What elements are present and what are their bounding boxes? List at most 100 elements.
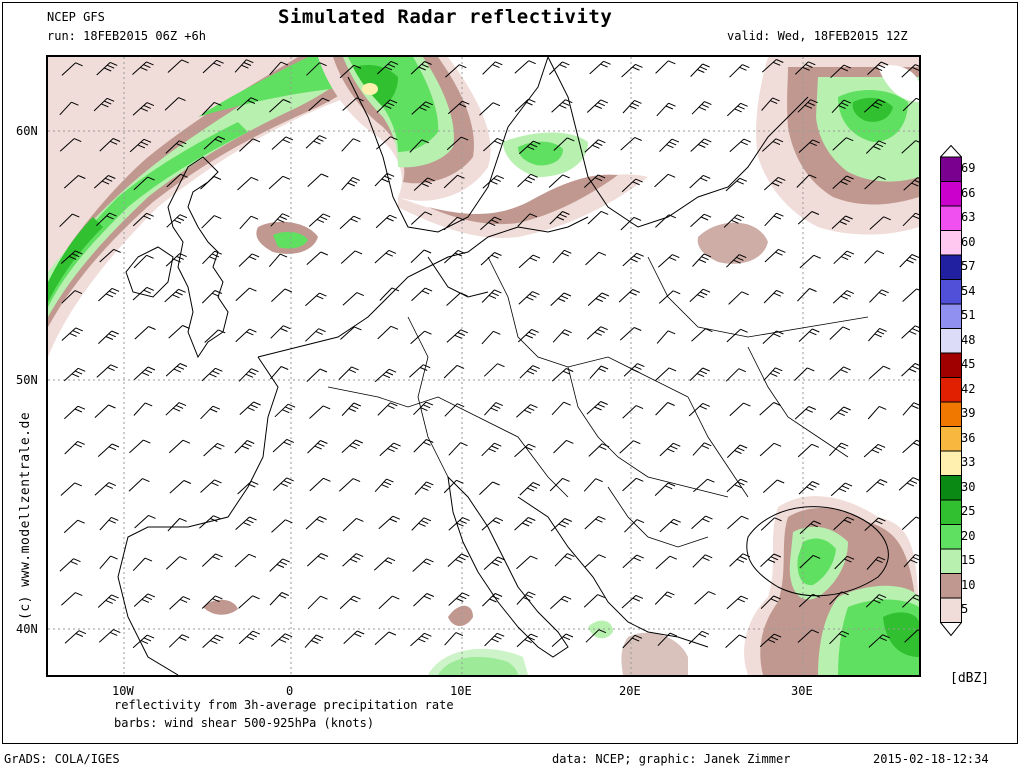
wind-barb	[341, 138, 361, 152]
legend-swatch	[940, 181, 962, 207]
legend-label: 25	[961, 504, 976, 518]
wind-barb	[514, 98, 536, 113]
lon-label: 0	[286, 684, 294, 698]
wind-barb	[656, 102, 676, 117]
wind-barb	[93, 97, 115, 112]
wind-barb	[868, 365, 891, 380]
wind-barbs	[59, 59, 919, 649]
wind-barb	[832, 137, 854, 151]
wind-barb	[307, 173, 329, 187]
wind-barb	[619, 327, 642, 341]
wind-barb	[689, 288, 711, 303]
wind-barb	[342, 517, 364, 532]
wind-barb	[64, 405, 86, 420]
wind-barb	[340, 250, 363, 264]
wind-barb	[864, 175, 886, 190]
wind-barb	[98, 629, 121, 643]
wind-barb	[863, 443, 886, 458]
wind-barb	[548, 174, 570, 188]
legend-swatch	[940, 279, 962, 305]
wind-barb	[339, 64, 362, 79]
wind-barb	[307, 595, 328, 610]
wind-barb	[832, 175, 854, 189]
wind-barb	[901, 140, 919, 154]
wind-barb	[235, 516, 257, 530]
wind-barb	[514, 60, 536, 74]
wind-barb	[129, 439, 151, 454]
wind-barb	[341, 439, 363, 453]
wind-barb	[620, 137, 642, 151]
wind-barb	[59, 101, 79, 116]
wind-barb	[585, 629, 607, 643]
wind-barb	[373, 557, 396, 571]
grads-credit: GrADS: COLA/IGES	[4, 752, 120, 766]
wind-barb	[128, 478, 150, 492]
wind-barb	[168, 325, 190, 339]
wind-barb	[99, 516, 119, 531]
wind-barb	[728, 291, 749, 305]
wind-barb	[902, 212, 919, 227]
wind-barb	[514, 517, 536, 531]
wind-barb	[413, 439, 434, 453]
wind-barb	[760, 595, 781, 609]
wind-barb	[200, 176, 222, 190]
wind-barb	[869, 289, 889, 303]
wind-barb	[309, 405, 331, 419]
wind-barb	[238, 368, 259, 382]
wind-barb	[902, 594, 919, 608]
wind-barb	[832, 290, 854, 304]
wind-barb	[61, 62, 83, 76]
wind-barb	[831, 215, 853, 229]
wind-barb	[444, 632, 464, 646]
wind-barb	[132, 634, 155, 649]
wind-barb	[831, 99, 851, 114]
wind-barb	[235, 287, 257, 302]
wind-barb	[898, 477, 919, 491]
wind-barb	[411, 517, 432, 531]
wind-barb	[274, 403, 296, 418]
wind-barb	[238, 630, 260, 645]
wind-barb	[481, 517, 504, 531]
wind-barb	[829, 366, 851, 380]
wind-barb	[726, 102, 748, 117]
wind-barb	[866, 479, 888, 493]
legend-swatch	[940, 328, 962, 354]
wind-barb	[268, 175, 291, 190]
wind-barb	[168, 634, 190, 648]
wind-barb	[622, 554, 644, 569]
wind-barb	[305, 292, 327, 307]
wind-barb	[375, 214, 397, 229]
wind-barb	[271, 288, 293, 302]
wind-barb	[338, 478, 361, 492]
wind-barb	[798, 593, 820, 608]
wind-barb	[443, 216, 465, 231]
legend-swatch	[940, 450, 962, 476]
wind-barb	[201, 553, 223, 567]
wind-barb	[96, 212, 117, 227]
wind-barb	[482, 61, 503, 75]
wind-barb	[410, 330, 432, 345]
lat-label: 50N	[16, 373, 38, 387]
wind-barb	[518, 291, 540, 305]
wind-barb	[833, 516, 855, 531]
wind-barb	[272, 477, 294, 491]
legend-swatch	[940, 475, 962, 501]
plot-frame	[2, 2, 1018, 744]
wind-barb	[551, 368, 574, 382]
wind-barb	[169, 480, 192, 494]
wind-barb	[409, 139, 429, 153]
legend-label: 5	[961, 602, 969, 616]
wind-barb	[657, 254, 680, 268]
coastlines	[117, 57, 889, 675]
wind-barb	[306, 553, 329, 567]
wind-barb	[98, 287, 120, 302]
wind-barb	[164, 97, 186, 111]
wind-barb	[583, 478, 603, 492]
run-label: run: 18FEB2015 06Z +6h	[47, 29, 206, 43]
wind-barb	[764, 212, 784, 227]
wind-barb	[725, 177, 747, 192]
wind-barb	[237, 176, 259, 191]
wind-barb	[239, 401, 261, 415]
wind-barb	[899, 254, 919, 268]
wind-barb	[97, 594, 119, 608]
